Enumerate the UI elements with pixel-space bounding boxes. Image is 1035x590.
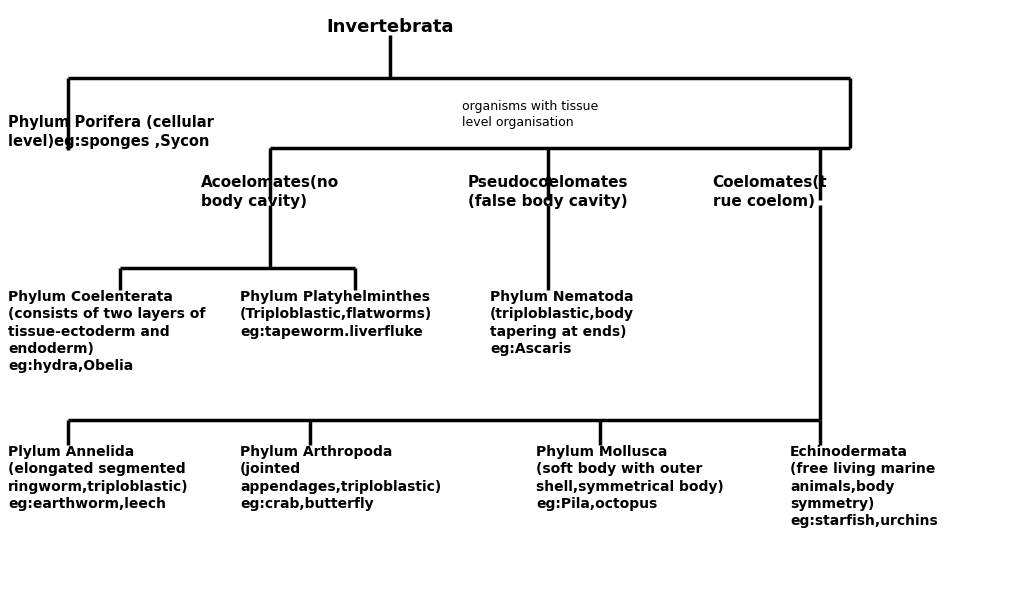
Text: Pseudocoelomates
(false body cavity): Pseudocoelomates (false body cavity) <box>468 175 628 209</box>
Text: Coelomates(t
rue coelom): Coelomates(t rue coelom) <box>713 175 827 209</box>
Text: Phylum Nematoda
(triploblastic,body
tapering at ends)
eg:Ascaris: Phylum Nematoda (triploblastic,body tape… <box>490 290 634 356</box>
Text: organisms with tissue
level organisation: organisms with tissue level organisation <box>462 100 598 129</box>
Text: Echinodermata
(free living marine
animals,body
symmetry)
eg:starfish,urchins: Echinodermata (free living marine animal… <box>790 445 938 528</box>
Text: Plylum Annelida
(elongated segmented
ringworm,triploblastic)
eg:earthworm,leech: Plylum Annelida (elongated segmented rin… <box>8 445 188 511</box>
Text: Phylum Porifera (cellular
level)eg:sponges ,Sycon: Phylum Porifera (cellular level)eg:spong… <box>8 115 214 149</box>
Text: Acoelomates(no
body cavity): Acoelomates(no body cavity) <box>201 175 339 209</box>
Text: Invertebrata: Invertebrata <box>326 18 453 36</box>
Text: Phylum Coelenterata
(consists of two layers of
tissue-ectoderm and
endoderm)
eg:: Phylum Coelenterata (consists of two lay… <box>8 290 205 373</box>
Text: Phylum Arthropoda
(jointed
appendages,triploblastic)
eg:crab,butterfly: Phylum Arthropoda (jointed appendages,tr… <box>240 445 441 511</box>
Text: Phylum Mollusca
(soft body with outer
shell,symmetrical body)
eg:Pila,octopus: Phylum Mollusca (soft body with outer sh… <box>536 445 723 511</box>
Text: Phylum Platyhelminthes
(Triploblastic,flatworms)
eg:tapeworm.liverfluke: Phylum Platyhelminthes (Triploblastic,fl… <box>240 290 433 339</box>
